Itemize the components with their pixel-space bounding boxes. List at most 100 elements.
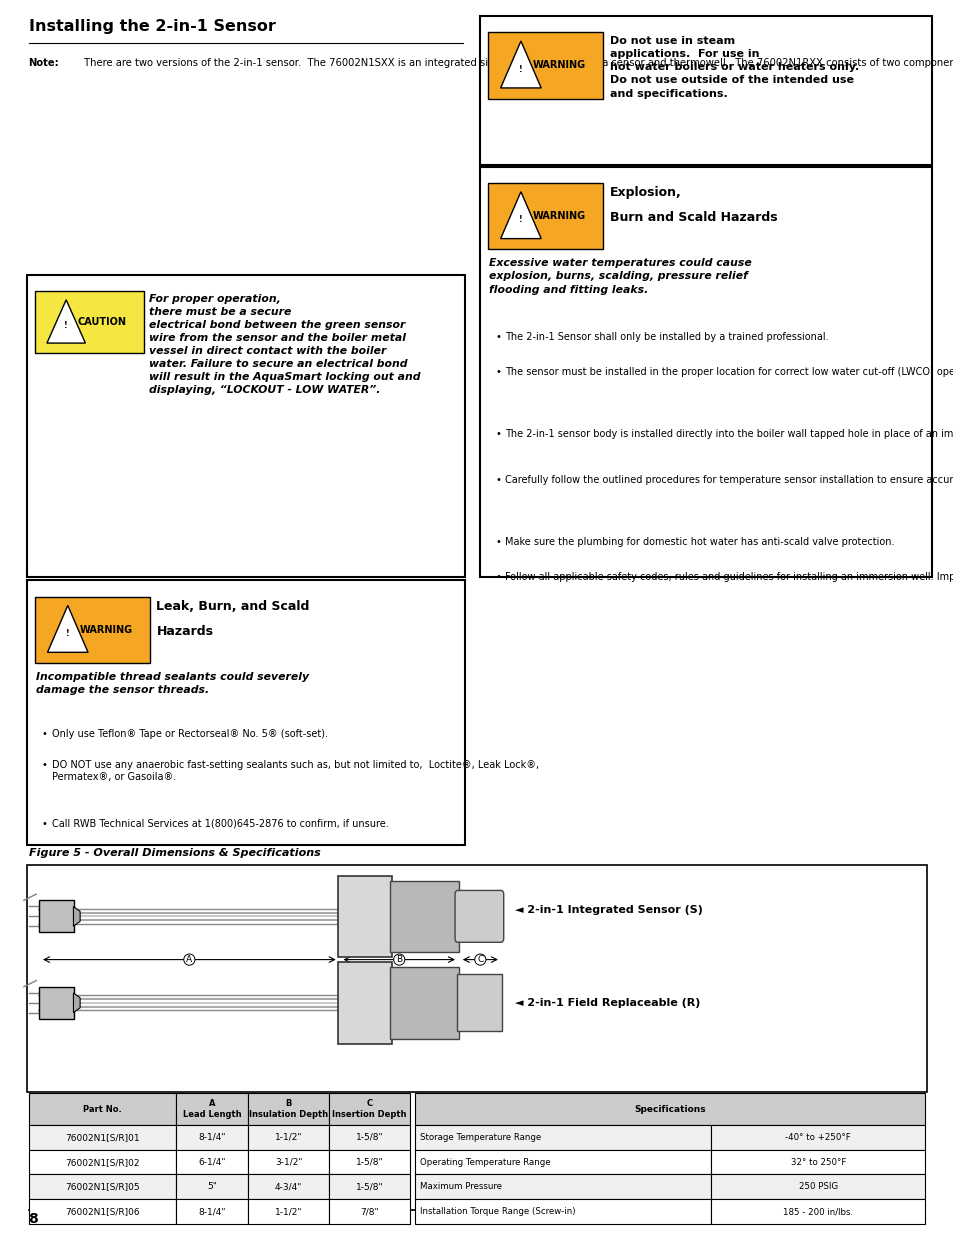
FancyBboxPatch shape <box>248 1150 329 1174</box>
FancyBboxPatch shape <box>337 962 392 1044</box>
Text: Incompatible thread sealants could severely
damage the sensor threads.: Incompatible thread sealants could sever… <box>36 672 309 695</box>
Text: Installation Torque Range (Screw-in): Installation Torque Range (Screw-in) <box>419 1207 575 1216</box>
Text: 3-1/2": 3-1/2" <box>274 1157 302 1167</box>
Text: WARNING: WARNING <box>532 211 585 221</box>
Text: !: ! <box>518 215 522 225</box>
Text: Burn and Scald Hazards: Burn and Scald Hazards <box>609 211 777 225</box>
Text: 7/8": 7/8" <box>360 1207 378 1216</box>
Text: Figure 5 - Overall Dimensions & Specifications: Figure 5 - Overall Dimensions & Specific… <box>29 848 320 858</box>
FancyBboxPatch shape <box>27 580 464 845</box>
Text: 8-1/4": 8-1/4" <box>198 1132 226 1142</box>
Text: WARNING: WARNING <box>532 61 585 70</box>
Text: A: A <box>186 955 193 965</box>
FancyBboxPatch shape <box>415 1174 710 1199</box>
Text: 6-1/4": 6-1/4" <box>198 1157 226 1167</box>
FancyBboxPatch shape <box>329 1174 410 1199</box>
Text: -40° to +250°F: -40° to +250°F <box>784 1132 850 1142</box>
Text: Maximum Pressure: Maximum Pressure <box>419 1182 501 1192</box>
Text: ◄ 2-in-1 Integrated Sensor (S): ◄ 2-in-1 Integrated Sensor (S) <box>515 905 702 915</box>
FancyBboxPatch shape <box>176 1125 248 1150</box>
Text: •: • <box>42 760 48 769</box>
FancyBboxPatch shape <box>29 1125 176 1150</box>
FancyBboxPatch shape <box>415 1125 710 1150</box>
Text: 250 PSIG: 250 PSIG <box>798 1182 837 1192</box>
Text: C
Insertion Depth: C Insertion Depth <box>332 1099 407 1119</box>
Text: B: B <box>395 955 402 965</box>
FancyBboxPatch shape <box>248 1125 329 1150</box>
FancyBboxPatch shape <box>710 1150 924 1174</box>
Text: B
Insulation Depth: B Insulation Depth <box>249 1099 328 1119</box>
Text: 32262: 32262 <box>469 914 489 919</box>
Text: •: • <box>495 429 500 438</box>
Text: !: ! <box>66 629 70 638</box>
Text: Do not use in steam
applications.  For use in
hot water boilers or water heaters: Do not use in steam applications. For us… <box>609 36 858 99</box>
Text: ◄ 2-in-1 Field Replaceable (R): ◄ 2-in-1 Field Replaceable (R) <box>515 998 700 1008</box>
Text: Beckett: Beckett <box>469 1000 489 1005</box>
Polygon shape <box>47 300 86 343</box>
Text: 76002N1[S/R]06: 76002N1[S/R]06 <box>65 1207 140 1216</box>
Text: 76002N1[S/R]02: 76002N1[S/R]02 <box>65 1157 140 1167</box>
Polygon shape <box>48 605 88 652</box>
Text: WARNING: WARNING <box>79 625 132 635</box>
FancyBboxPatch shape <box>29 1174 176 1199</box>
Text: Storage Temperature Range: Storage Temperature Range <box>419 1132 540 1142</box>
Text: •: • <box>495 332 500 342</box>
Text: •: • <box>495 537 500 547</box>
FancyBboxPatch shape <box>455 890 503 942</box>
Text: A
Lead Length: A Lead Length <box>183 1099 241 1119</box>
FancyBboxPatch shape <box>39 987 74 1019</box>
Text: CAUTION: CAUTION <box>78 317 127 327</box>
Text: 1-1/2": 1-1/2" <box>274 1132 302 1142</box>
FancyBboxPatch shape <box>415 1150 710 1174</box>
Text: Operating Temperature Range: Operating Temperature Range <box>419 1157 550 1167</box>
FancyBboxPatch shape <box>337 876 392 957</box>
FancyBboxPatch shape <box>329 1125 410 1150</box>
Text: Leak, Burn, and Scald: Leak, Burn, and Scald <box>156 600 310 614</box>
Text: 1-1/2": 1-1/2" <box>274 1207 302 1216</box>
Text: There are two versions of the 2-in-1 sensor.  The 76002N1SXX is an integrated si: There are two versions of the 2-in-1 sen… <box>81 58 953 68</box>
Text: Hazards: Hazards <box>156 625 213 638</box>
FancyBboxPatch shape <box>488 183 602 249</box>
Text: •: • <box>42 729 48 739</box>
Text: Specifications: Specifications <box>634 1104 705 1114</box>
Text: !: ! <box>518 64 522 74</box>
Text: The sensor must be installed in the proper location for correct low water cut-of: The sensor must be installed in the prop… <box>504 367 953 377</box>
FancyBboxPatch shape <box>29 1150 176 1174</box>
Text: 185 - 200 in/lbs.: 185 - 200 in/lbs. <box>782 1207 852 1216</box>
Polygon shape <box>500 191 540 238</box>
Text: 1-5/8": 1-5/8" <box>355 1182 383 1192</box>
FancyBboxPatch shape <box>415 1199 710 1224</box>
FancyBboxPatch shape <box>248 1174 329 1199</box>
Text: Installing the 2-in-1 Sensor: Installing the 2-in-1 Sensor <box>29 19 275 33</box>
Text: 5": 5" <box>207 1182 217 1192</box>
FancyBboxPatch shape <box>329 1150 410 1174</box>
Text: Only use Teflon® Tape or Rectorseal® No. 5® (soft-set).: Only use Teflon® Tape or Rectorseal® No.… <box>51 729 327 739</box>
FancyBboxPatch shape <box>176 1174 248 1199</box>
Text: The 2-in-1 sensor body is installed directly into the boiler wall tapped hole in: The 2-in-1 sensor body is installed dire… <box>504 429 953 438</box>
Polygon shape <box>73 993 80 1013</box>
Polygon shape <box>73 906 80 926</box>
FancyBboxPatch shape <box>39 900 74 932</box>
FancyBboxPatch shape <box>710 1125 924 1150</box>
Text: Note:: Note: <box>29 58 59 68</box>
FancyBboxPatch shape <box>248 1199 329 1224</box>
FancyBboxPatch shape <box>479 16 931 165</box>
FancyBboxPatch shape <box>710 1199 924 1224</box>
FancyBboxPatch shape <box>27 275 464 577</box>
Text: Follow all applicable safety codes, rules and guidelines for installing an immer: Follow all applicable safety codes, rule… <box>504 572 953 582</box>
FancyBboxPatch shape <box>390 967 458 1039</box>
Text: •: • <box>42 819 48 829</box>
Text: 32° to 250°F: 32° to 250°F <box>790 1157 845 1167</box>
FancyBboxPatch shape <box>479 167 931 577</box>
FancyBboxPatch shape <box>27 864 926 1092</box>
Text: !: ! <box>64 321 68 331</box>
FancyBboxPatch shape <box>248 1093 329 1125</box>
FancyBboxPatch shape <box>329 1199 410 1224</box>
Text: •: • <box>495 572 500 582</box>
FancyBboxPatch shape <box>390 881 458 952</box>
FancyBboxPatch shape <box>710 1174 924 1199</box>
FancyBboxPatch shape <box>35 291 144 353</box>
Text: Make sure the plumbing for domestic hot water has anti-scald valve protection.: Make sure the plumbing for domestic hot … <box>504 537 893 547</box>
Text: 8: 8 <box>29 1212 38 1225</box>
Text: •: • <box>495 475 500 485</box>
